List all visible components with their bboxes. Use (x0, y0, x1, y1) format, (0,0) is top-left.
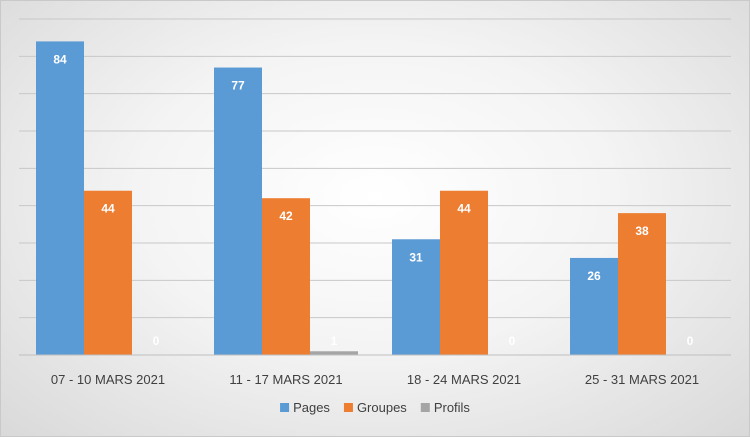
data-label-profils-2: 0 (509, 334, 516, 348)
data-label-profils-0: 0 (153, 334, 160, 348)
legend-swatch-profils (420, 403, 430, 412)
category-labels: 07 - 10 MARS 2021 11 - 17 MARS 2021 18 - 2… (51, 372, 699, 387)
data-label-groupes-3: 38 (635, 224, 649, 238)
bar-groupes-2 (440, 190, 488, 355)
bar-groupes-1 (262, 198, 310, 355)
legend-item-profils: Profils (420, 400, 471, 415)
legend-swatch-groupes (343, 403, 353, 412)
data-label-pages-3: 26 (587, 269, 601, 283)
data-label-pages-1: 77 (231, 79, 245, 93)
category-label-1: 11 - 17 MARS 2021 (229, 372, 342, 387)
bar-groupes-0 (84, 190, 132, 355)
legend-label-groupes: Groupes (357, 400, 407, 415)
legend-label-profils: Profils (434, 400, 471, 415)
bar-pages-0 (36, 41, 84, 356)
data-label-pages-2: 31 (409, 250, 423, 264)
category-label-0: 07 - 10 MARS 2021 (51, 372, 165, 387)
legend: Pages Groupes Profils (280, 400, 470, 415)
bar-pages-2 (392, 239, 440, 355)
data-label-groupes-2: 44 (457, 202, 471, 216)
data-label-profils-3: 0 (687, 334, 694, 348)
legend-label-pages: Pages (293, 400, 330, 415)
bar-pages-3 (570, 257, 618, 355)
legend-item-pages: Pages (280, 400, 330, 415)
category-label-3: 25 - 31 MARS 2021 (585, 372, 699, 387)
legend-swatch-pages (280, 403, 290, 412)
bars: 84 44 0 77 42 1 31 44 0 26 38 0 (36, 41, 694, 356)
data-label-pages-0: 84 (53, 52, 67, 66)
data-label-groupes-1: 42 (279, 209, 293, 223)
legend-item-groupes: Groupes (343, 400, 407, 415)
data-label-groupes-0: 44 (101, 202, 115, 216)
category-label-2: 18 - 24 MARS 2021 (407, 372, 521, 387)
bar-pages-1 (214, 67, 262, 356)
bar-groupes-3 (618, 213, 666, 355)
data-label-profils-1: 1 (331, 334, 338, 348)
bar-profils-1 (310, 351, 358, 355)
gridlines (19, 18, 731, 319)
